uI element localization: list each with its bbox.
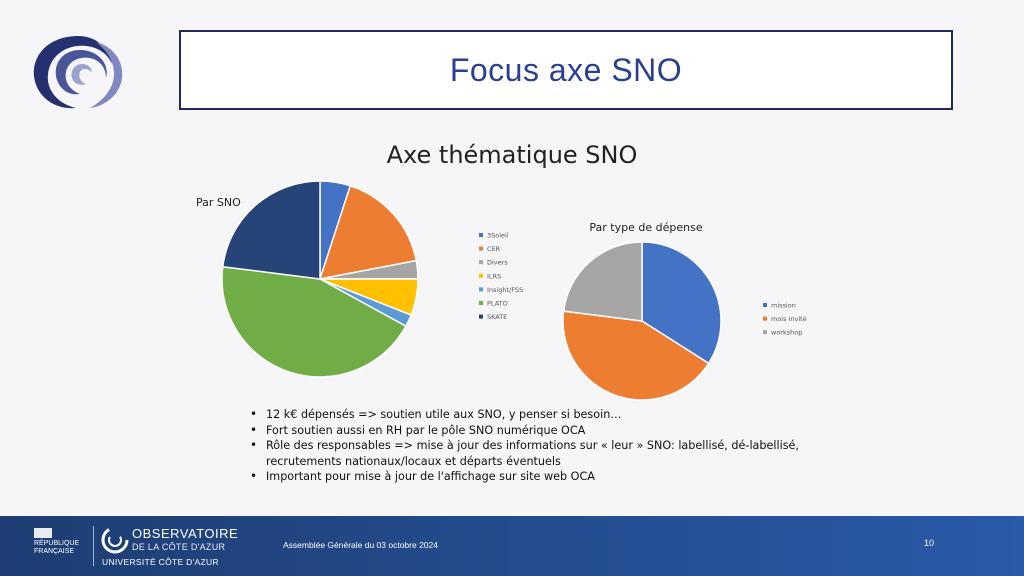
pie-slice-cer — [318, 184, 418, 280]
republique-line2: FRANÇAISE — [34, 548, 75, 555]
republique-line1: RÉPUBLIQUE — [34, 540, 80, 547]
slide-title: Focus axe SNO — [449, 51, 683, 88]
pie-slice-workshop — [562, 241, 643, 322]
legend-label: SKATE — [487, 313, 507, 321]
slide-title-box: Focus axe SNO — [179, 30, 953, 110]
marianne-icon — [34, 528, 52, 538]
legend-label: 3Soleil — [487, 232, 509, 240]
bullet-list: 12 k€ dépensés => soutien utile aux SNO,… — [248, 407, 808, 485]
footer-bar: RÉPUBLIQUE FRANÇAISE OBSERVATOIRE DE LA … — [0, 516, 1024, 576]
legend-swatch — [479, 260, 483, 265]
legend-label: Insight/FSS — [487, 286, 523, 294]
footer-divider — [93, 526, 94, 566]
page-number: 10 — [924, 538, 935, 548]
legend-swatch — [763, 330, 767, 335]
pie-title: Par type de dépense — [589, 221, 702, 234]
bullet-item: Rôle des responsables => mise à jour des… — [248, 438, 808, 469]
legend-swatch — [479, 273, 483, 278]
legend-swatch — [479, 314, 483, 319]
university-name: UNIVERSITÉ CÔTE D'AZUR — [102, 557, 219, 567]
legend-swatch — [479, 246, 483, 251]
legend-swatch — [479, 287, 483, 292]
republique-francaise-logo: RÉPUBLIQUE FRANÇAISE — [34, 528, 94, 556]
footer-event-text: Assemblée Générale du 03 octobre 2024 — [283, 540, 438, 550]
legend-swatch — [479, 233, 483, 237]
legend-label: ILRS — [487, 272, 501, 280]
legend-swatch — [763, 316, 767, 321]
pie-slice-mois-invit- — [562, 310, 710, 401]
oca-subtitle: DE LA CÔTE D'AZUR — [132, 542, 226, 552]
legend-label: Divers — [487, 259, 508, 267]
figure-title: Axe thématique SNO — [386, 141, 638, 169]
legend-label: PLATO — [487, 300, 508, 308]
bullet-item: 12 k€ dépensés => soutien utile aux SNO,… — [248, 407, 808, 423]
legend-label: CER — [487, 245, 501, 253]
pie-slice-skate — [221, 180, 321, 280]
pie-slice-plato — [221, 265, 407, 378]
legend-label: workshop — [771, 329, 802, 337]
legend-swatch — [479, 301, 483, 305]
bullet-item: Fort soutien aussi en RH par le pôle SNO… — [248, 423, 808, 439]
bullet-item: Important pour mise à jour de l'affichag… — [248, 469, 808, 485]
legend-swatch — [763, 303, 767, 307]
pie-title: Par SNO — [196, 196, 241, 209]
legend-label: mois invité — [771, 315, 807, 323]
legend-label: mission — [771, 302, 796, 310]
oca-spiral-logo-icon — [33, 36, 123, 109]
oca-name: OBSERVATOIRE — [132, 526, 239, 541]
oca-footer-logo-icon — [101, 526, 129, 554]
